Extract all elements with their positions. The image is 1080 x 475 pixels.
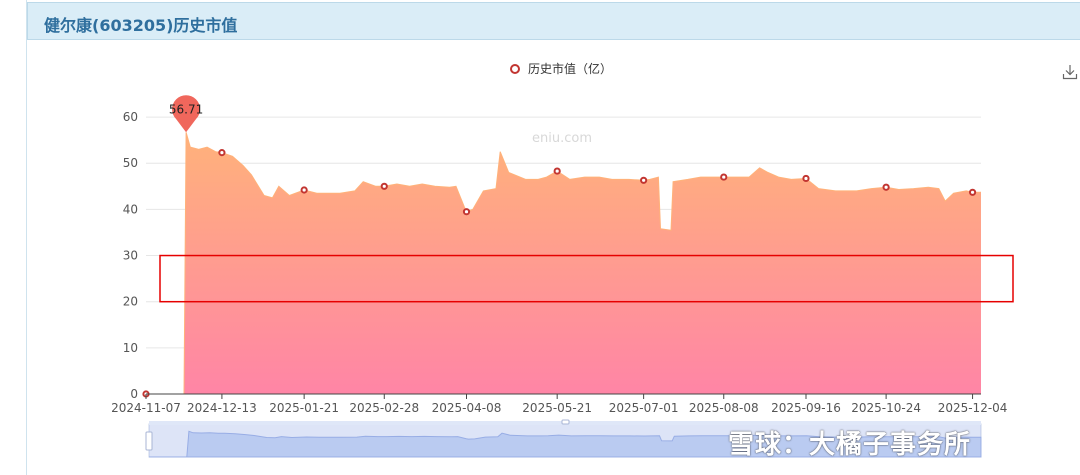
legend-item-market-cap[interactable]: 历史市值（亿）: [510, 60, 612, 77]
y-tick-label: 20: [123, 295, 138, 309]
data-point-marker[interactable]: [553, 167, 561, 175]
panel-title: 健尔康(603205)历史市值: [44, 16, 238, 35]
x-tick-label: 2025-07-01: [609, 401, 679, 415]
data-point-marker[interactable]: [640, 176, 648, 184]
site-mark: eniu.com: [532, 131, 592, 146]
datazoom-preview: [149, 430, 982, 458]
series-area-market-cap: [146, 132, 981, 395]
data-point-marker[interactable]: [720, 173, 728, 181]
datazoom-left-handle[interactable]: [145, 431, 153, 451]
x-tick-label: 2024-12-13: [187, 401, 257, 415]
data-point-marker[interactable]: [802, 174, 810, 183]
max-value-pin[interactable]: [172, 95, 201, 133]
y-tick-label: 40: [123, 202, 138, 216]
datazoom-selection[interactable]: [149, 424, 981, 457]
data-point-marker[interactable]: [462, 208, 471, 216]
x-tick-label: 2025-05-21: [522, 401, 592, 415]
chart-panel: 健尔康(603205)历史市值: [26, 0, 1080, 475]
x-tick-label: 2025-01-21: [269, 401, 339, 415]
y-tick-label: 30: [123, 249, 138, 263]
download-icon[interactable]: [1062, 64, 1078, 80]
y-tick-label: 0: [130, 387, 138, 401]
data-point-marker[interactable]: [882, 183, 890, 191]
x-tick-label: 2024-11-07: [111, 401, 181, 415]
watermark-text: 雪球：大橘子事务所: [728, 430, 972, 460]
y-tick-label: 10: [123, 341, 138, 355]
highlight-box: [159, 254, 1014, 303]
max-value-label: 56.71: [169, 102, 203, 116]
legend-marker-icon: [510, 63, 520, 74]
data-point-marker[interactable]: [380, 182, 388, 190]
x-tick-label: 2025-10-24: [851, 401, 921, 415]
data-point-marker[interactable]: [968, 188, 977, 196]
datazoom-top-handle[interactable]: [561, 419, 570, 425]
y-tick-label: 60: [123, 110, 138, 124]
legend-label: 历史市值（亿）: [528, 62, 613, 76]
x-tick-label: 2025-08-08: [689, 401, 759, 415]
x-tick-label: 2025-02-28: [349, 401, 419, 415]
x-tick-label: 2025-12-04: [938, 401, 1008, 415]
data-point-marker[interactable]: [218, 149, 226, 157]
x-tick-label: 2025-04-08: [432, 401, 502, 415]
y-tick-label: 50: [123, 156, 138, 170]
series-line-market-cap: [146, 132, 981, 395]
data-point-marker[interactable]: [300, 186, 308, 194]
panel-header: 健尔康(603205)历史市值: [27, 2, 1080, 40]
x-tick-label: 2025-09-16: [771, 401, 841, 415]
